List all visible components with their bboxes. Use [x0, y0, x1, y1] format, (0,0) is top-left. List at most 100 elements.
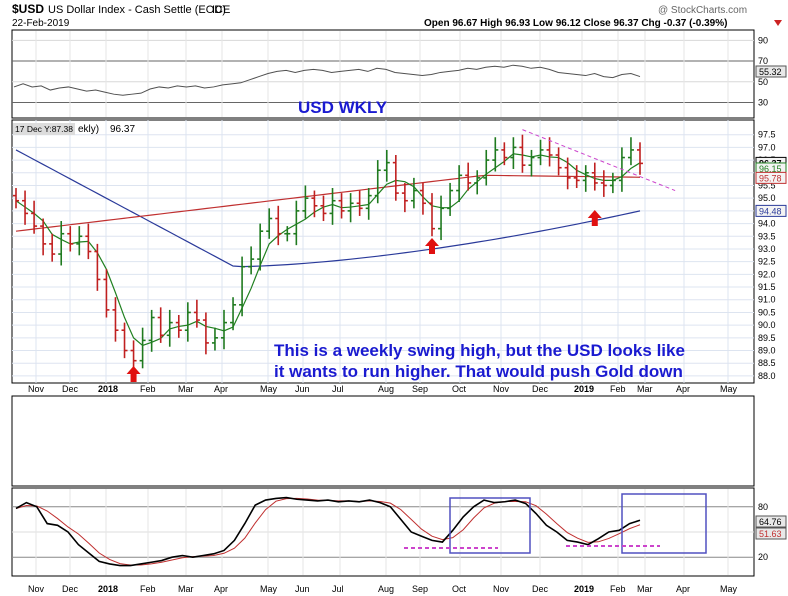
- ohlc-bar: [600, 170, 607, 197]
- ohlc-bar: [193, 299, 200, 328]
- ohlc-bar: [320, 195, 327, 222]
- x-tick-label: Jun: [295, 584, 310, 594]
- ohlc-bar: [492, 137, 499, 172]
- chart-date: 22-Feb-2019: [12, 18, 70, 29]
- x-tick-label: Mar: [637, 584, 653, 594]
- ohlc-bar: [447, 182, 454, 216]
- x-tick-label: Dec: [532, 584, 549, 594]
- price-tick-label: 91.5: [758, 282, 776, 292]
- up-arrow-icon: [126, 366, 141, 382]
- ohlc-bar: [410, 177, 417, 209]
- ohlc-bar: [347, 193, 354, 223]
- ohlc-bar: [175, 314, 182, 338]
- x-tick-label: Dec: [532, 384, 549, 394]
- ohlc-bar: [311, 190, 318, 218]
- ohlc-bar: [465, 162, 472, 191]
- x-tick-label: Aug: [378, 584, 394, 594]
- ohlc-bar: [392, 155, 399, 201]
- ohlc-bar: [501, 142, 508, 166]
- watermark: @ StockCharts.com: [658, 5, 747, 16]
- stoch-x-axis: Nov Dec 2018 Feb Mar Apr May Jun Jul Aug Sep Oct Nov…: [28, 584, 738, 594]
- stoch-tick-label: 80: [758, 502, 768, 512]
- price-tick-label: 95.0: [758, 193, 776, 203]
- ohlc-bar: [211, 327, 218, 351]
- x-tick-label: Nov: [493, 584, 510, 594]
- ohlc-bar: [564, 157, 571, 190]
- price-value-label: 96.15: [759, 164, 782, 174]
- ohlc-bar: [40, 218, 47, 256]
- x-tick-label: Jul: [332, 384, 344, 394]
- ohlc-bar: [275, 205, 282, 246]
- symbol-label: $USD: [12, 2, 44, 16]
- x-tick-label: Nov: [28, 384, 45, 394]
- ohlc-bar: [76, 226, 83, 256]
- x-tick-label: Mar: [637, 384, 653, 394]
- price-x-axis: Nov Dec 2018 Feb Mar Apr May Jun Jul Aug Sep Oct Nov…: [28, 384, 738, 394]
- rsi-grid: 30 50 70 90: [12, 31, 768, 117]
- ohlc-bar: [383, 149, 390, 182]
- ohlc-bar: [609, 172, 616, 194]
- highlight-box-2: [621, 493, 707, 554]
- chart-title: USD WKLY: [298, 98, 388, 117]
- spacer-panel: [11, 395, 755, 487]
- ohlc-bar: [401, 182, 408, 213]
- x-tick-label: Mar: [178, 384, 194, 394]
- ohlc-bar: [266, 208, 273, 239]
- ohlc-bar: [627, 137, 634, 166]
- x-tick-label: Nov: [493, 384, 510, 394]
- x-tick-label: Jun: [295, 384, 310, 394]
- ohlc-bar: [637, 142, 643, 175]
- highlight-box-1: [449, 497, 531, 554]
- price-tick-label: 94.0: [758, 219, 776, 229]
- price-tick-label: 93.0: [758, 244, 776, 254]
- ohlc-bar: [157, 307, 164, 343]
- annotation-line-2: it wants to run higher. That would push …: [274, 362, 683, 381]
- ohlc-summary: Open 96.67 High 96.93 Low 96.12 Close 96…: [424, 18, 727, 29]
- x-tick-label: Feb: [140, 584, 156, 594]
- ohlc-bar: [121, 322, 128, 359]
- ohlc-bar: [419, 182, 426, 215]
- ohlc-bar: [582, 165, 589, 192]
- price-tick-label: 97.5: [758, 130, 776, 140]
- ohlc-bar: [85, 223, 92, 260]
- rsi-value: 55.32: [759, 67, 782, 77]
- price-tick-label: 89.0: [758, 346, 776, 356]
- ohlc-bar: [429, 193, 435, 237]
- legend-box: [13, 123, 75, 135]
- price-candles: [13, 134, 643, 373]
- price-panel: 88.0 88.5 89.0 89.5 90.0 90.5 91.0 91.5 92.0 92.5…: [11, 98, 787, 384]
- price-tick-label: 95.5: [758, 180, 776, 190]
- ohlc-bar: [221, 309, 227, 350]
- ohlc-bar: [528, 149, 535, 177]
- x-tick-label: Feb: [610, 384, 626, 394]
- ohlc-bar: [257, 223, 264, 271]
- ohlc-bar: [519, 134, 526, 173]
- x-tick-label: Aug: [378, 384, 394, 394]
- x-tick-label: Nov: [28, 584, 45, 594]
- ohlc-bar: [438, 195, 445, 241]
- ohlc-bar: [94, 243, 101, 291]
- ohlc-bar: [284, 226, 291, 242]
- x-tick-label: Jul: [332, 584, 344, 594]
- ohlc-bar: [67, 226, 74, 252]
- ohlc-bar: [230, 297, 237, 331]
- ohlc-bar: [537, 139, 544, 166]
- dropdown-arrow-icon[interactable]: [774, 20, 782, 26]
- x-tick-label: Feb: [610, 584, 626, 594]
- x-tick-label: 2019: [574, 584, 594, 594]
- ohlc-bar: [456, 165, 463, 202]
- price-value-label: 94.48: [759, 206, 782, 216]
- moving-averages: [15, 149, 641, 347]
- price-tick-label: 92.0: [758, 269, 776, 279]
- price-tick-label: 88.0: [758, 371, 776, 381]
- price-tick-label: 97.0: [758, 142, 776, 152]
- instrument-name: US Dollar Index - Cash Settle (EOD): [48, 4, 226, 16]
- chart-header: $USD US Dollar Index - Cash Settle (EOD)…: [12, 2, 782, 29]
- legend-label: 17 Dec Y:87.38: [15, 124, 73, 134]
- ma-200-line: [15, 174, 641, 232]
- x-tick-label: Dec: [62, 384, 79, 394]
- up-arrow-icon: [587, 210, 602, 226]
- rsi-value-box: [755, 65, 787, 78]
